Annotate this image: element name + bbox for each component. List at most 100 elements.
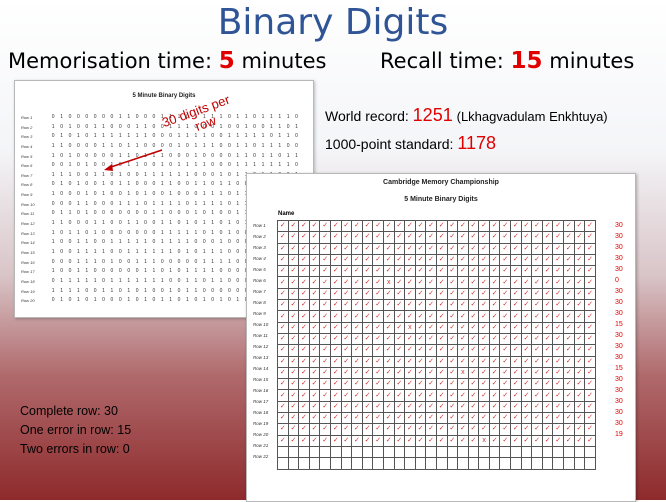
score-row-label: Row 17 [253,399,269,404]
sample-row-label: Row 1 [21,115,33,120]
sample-row-digits: 010100101100011001101100110000 [51,181,298,188]
score-cell: ✓ [414,355,427,368]
score-cell: ✓ [435,253,448,267]
score-cell: ✓ [541,253,554,267]
score-cell: ✓ [541,299,554,312]
score-cell [393,445,406,459]
score-cell: ✓ [541,434,554,447]
score-cell: ✓ [351,299,363,312]
score-cell: ✓ [573,310,586,323]
score-cell: ✓ [467,299,480,312]
score-cell: ✓ [361,355,374,368]
score-cell: ✓ [393,434,406,447]
sample-row-label: Row 14 [21,240,35,246]
score-cell: ✓ [351,423,363,436]
score-cell: ✓ [552,321,565,334]
score-cell: ✓ [478,378,490,391]
score-row-total: 30 [615,376,623,383]
score-cell: ✓ [499,400,512,414]
score-cell: ✓ [446,378,459,391]
score-cell: ✓ [340,434,353,447]
score-row-label: Row 16 [253,388,269,393]
score-cell: ✓ [435,366,448,380]
score-cell: ✓ [552,389,565,402]
rule-complete-row: Complete row: 30 [20,404,118,418]
score-cell: ✓ [277,265,289,278]
score-cell: ✓ [425,423,437,436]
score-cell [520,457,533,470]
score-cell: ✓ [573,231,586,244]
score-cell: ✓ [563,299,575,312]
score-cell: ✓ [414,276,427,289]
score-row-total: 30 [615,299,623,306]
score-cell: ✓ [488,242,501,255]
score-grid-row: ✓ ✓ ✓ ✓ ✓ ✓ ✓ ✓ ✓ ✓ ✓ ✓ ✓ ✓ ✓ ✓ ✓ ✓ ✓ ✓ ✓ ✓ ✓ ✓ ✓ ✓ ✓ ✓ ✓ ✓ [277,332,596,346]
score-cell: ✓ [520,378,533,391]
score-cell: ✓ [319,378,331,391]
score-cell: ✓ [372,412,384,425]
score-cell: ✓ [287,423,300,436]
score-cell: ✓ [499,389,512,402]
score-grid-row: ✓ ✓ ✓ ✓ ✓ ✓ ✓ ✓ ✓ ✓ ✓ ✓ ✓ ✓ ✓ ✓ ✓ ✓ ✓ ✓ ✓ ✓ ✓ ✓ ✓ ✓ ✓ ✓ ✓ ✓ [277,265,596,278]
score-cell: ✓ [467,276,480,289]
slide-title: Binary Digits [217,2,449,43]
score-cell: ✓ [488,355,501,368]
score-row-label: Row 14 [253,366,269,371]
sample-row-label: Row 12 [21,221,35,227]
score-cell: ✓ [382,287,395,301]
score-cell: ✓ [287,219,300,233]
score-cell: ✓ [563,434,575,447]
score-cell: ✓ [467,389,480,402]
score-cell: ✓ [319,287,331,301]
score-cell: ✓ [308,389,321,402]
score-cell: ✓ [277,434,289,447]
memorisation-unit: minutes [241,49,327,73]
score-cell: ✓ [584,355,596,368]
score-cell: ✓ [478,253,490,267]
score-row-total: 19 [615,431,623,438]
score-cell: ✓ [446,400,459,414]
score-cell: ✓ [488,276,501,289]
score-cell: ✓ [531,332,543,346]
score-cell: ✓ [361,400,374,414]
score-cell: ✓ [393,265,406,278]
score-cell: ✓ [584,423,596,436]
sample-row-digits: 011010000000110001010011110101 [51,210,298,217]
score-cell: ✓ [584,412,596,425]
score-cell: ✓ [393,400,406,414]
score-cell: ✓ [488,400,501,414]
score-cell: ✓ [478,355,490,368]
score-row-label: Row 7 [253,289,266,294]
score-row-total: 0 [615,277,619,284]
score-cell: ✓ [372,321,384,334]
score-cell: ✓ [478,423,490,436]
score-cell: ✓ [425,287,437,301]
score-cell: ✓ [531,378,543,391]
score-cell [308,445,321,459]
score-grid-row: ✓ ✓ ✓ ✓ ✓ ✓ ✓ ✓ ✓ ✓ ✓ ✓ ✓ ✓ ✓ ✓ ✓ ✓ ✓ x ✓ ✓ ✓ ✓ ✓ ✓ ✓ ✓ ✓ ✓ [277,434,596,447]
score-cell: ✓ [404,434,416,447]
score-cell: ✓ [435,400,448,414]
world-record-holder: (Lkhagvadulam Enkhtuya) [456,109,608,124]
score-cell: ✓ [435,332,448,346]
score-grid-row [277,457,596,470]
score-cell: ✓ [478,299,490,312]
score-cell: ✓ [520,310,533,323]
score-cell: ✓ [488,265,501,278]
score-cell: ✓ [563,276,575,289]
score-cell: ✓ [393,242,406,255]
score-row-total: 30 [615,332,623,339]
score-cell: ✓ [372,332,384,346]
score-grid-row: ✓ ✓ ✓ ✓ ✓ ✓ ✓ ✓ ✓ ✓ x ✓ ✓ ✓ ✓ ✓ ✓ ✓ ✓ ✓ ✓ ✓ ✓ ✓ ✓ ✓ ✓ ✓ ✓ ✓ [277,276,596,289]
score-cell: ✓ [467,423,480,436]
score-cell: ✓ [277,378,289,391]
score-cell: ✓ [414,299,427,312]
score-cell: ✓ [319,434,331,447]
score-cell: ✓ [446,310,459,323]
score-row-label: Row 22 [253,454,269,459]
score-cell: ✓ [372,276,384,289]
sample-row-digits: 101000001101110001000011011011 [51,152,298,159]
score-cell: ✓ [425,299,437,312]
score-cell: ✓ [552,253,565,267]
score-cell [414,445,427,459]
